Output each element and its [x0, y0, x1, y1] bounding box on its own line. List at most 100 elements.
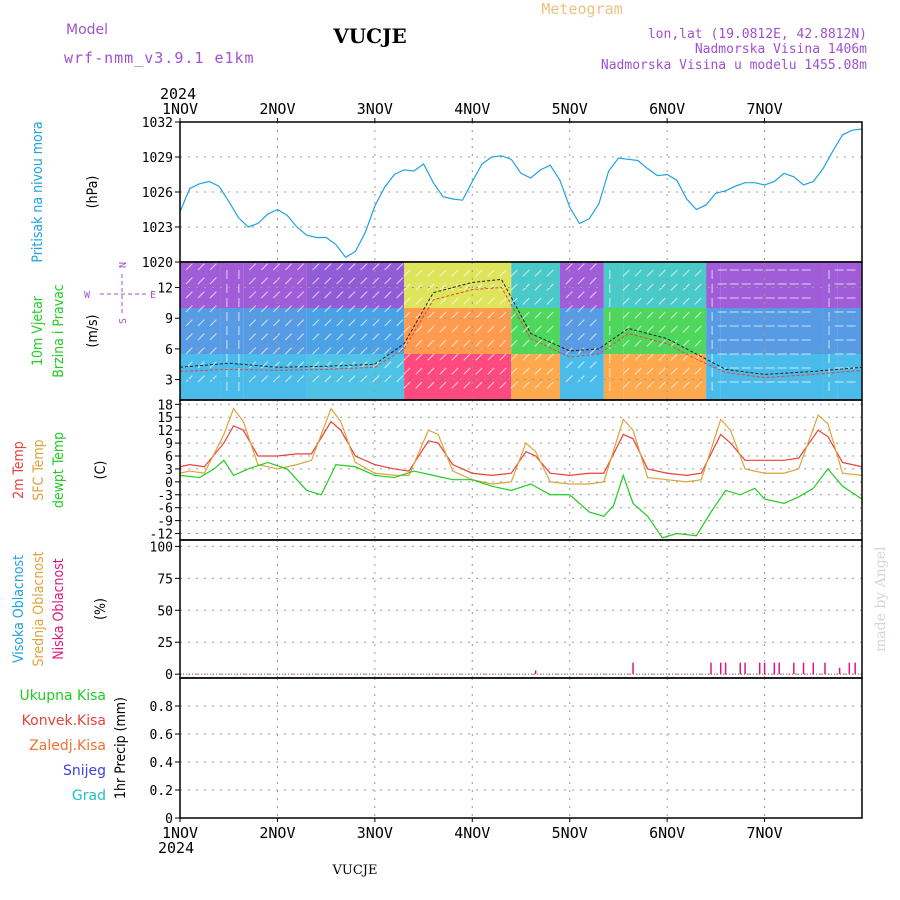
y-tick-label: 12 — [157, 282, 173, 297]
y-axis-label: Brzina i Pravac — [51, 284, 67, 378]
wind-band — [180, 308, 221, 354]
wind-arrow — [284, 291, 293, 299]
wind-arrow — [360, 263, 368, 271]
wind-arrow — [396, 333, 404, 341]
wind-arrow — [439, 381, 447, 389]
wind-arrow — [185, 277, 193, 285]
lonlat-text: lon,lat (19.0812E, 42.8812N) — [648, 27, 867, 42]
wind-arrow — [487, 325, 495, 333]
wind-arrow — [272, 305, 281, 313]
wind-band — [559, 354, 604, 400]
wind-arrow — [248, 333, 257, 341]
wind-arrow — [197, 263, 205, 271]
wind-arrow — [360, 305, 368, 313]
wind-arrow — [427, 311, 435, 319]
wind-arrow — [646, 353, 654, 361]
wind-arrow — [658, 269, 666, 277]
wind-arrow — [510, 269, 518, 277]
wind-arrow — [589, 319, 597, 327]
wind-arrow — [670, 353, 678, 361]
wind-arrow — [646, 325, 654, 333]
wind-arrow — [577, 333, 585, 341]
wind-arrow — [622, 269, 630, 277]
panel-wind: 3 6 9 12 10m Vjetar Brzina i Pravac (m/s) — [30, 261, 863, 401]
wind-arrow — [209, 263, 217, 271]
wind-arrow — [185, 291, 193, 299]
wind-arrow — [499, 381, 507, 389]
wind-arrow — [487, 311, 495, 319]
wind-arrow — [372, 375, 380, 383]
precip-legend-item: Konvek.Kisa — [22, 713, 106, 729]
wind-arrow — [475, 353, 483, 361]
key-n: N — [118, 262, 129, 268]
wind-band — [837, 308, 862, 354]
wind-arrow — [415, 297, 423, 305]
y-axis-label: Niska Oblacnost — [51, 558, 67, 660]
wind-band — [837, 354, 862, 400]
y-tick-label: 1032 — [142, 116, 173, 131]
wind-arrow — [589, 263, 597, 271]
wind-arrow — [415, 325, 423, 333]
panel-frame — [179, 677, 863, 819]
wind-arrow — [272, 347, 281, 355]
wind-band — [706, 308, 721, 354]
wind-arrow — [589, 305, 597, 313]
wind-arrow — [197, 291, 205, 299]
wind-arrow — [499, 269, 507, 277]
wind-arrow — [348, 347, 356, 355]
wind-arrow — [324, 361, 332, 369]
wind-arrow — [487, 339, 495, 347]
panel-precip: 0 0.2 0.4 0.6 0.8 1hr Precip (mm) Ukupna Kisa K… — [19, 677, 863, 827]
x-axis: 1NOV 1NOV 2NOV 2NOV 3NOV 3NOV 4NOV 4NOV 5NOV 5NOV… — [162, 100, 783, 842]
wind-arrow — [372, 333, 380, 341]
wind-arrow — [197, 305, 205, 313]
wind-arrow — [475, 269, 483, 277]
wind-arrow — [546, 367, 554, 375]
y-tick-label: 0 — [165, 668, 173, 683]
wind-arrow — [682, 283, 690, 291]
wind-arrow — [415, 381, 423, 389]
wind-arrow — [646, 283, 654, 291]
wind-band — [823, 308, 838, 354]
wind-arrow — [403, 269, 411, 277]
wind-arrow — [634, 297, 642, 305]
wind-arrow — [646, 339, 654, 347]
wind-arrow — [272, 361, 281, 369]
wind-arrow — [694, 325, 702, 333]
y-tick-label: 3 — [165, 463, 173, 478]
wind-arrow — [272, 319, 281, 327]
wind-arrow — [360, 375, 368, 383]
wind-arrow — [463, 339, 471, 347]
wind-arrow — [577, 375, 585, 383]
wind-arrow — [475, 311, 483, 319]
wind-arrow — [534, 367, 542, 375]
y-tick-label: 1026 — [142, 186, 173, 201]
wind-arrow — [546, 311, 554, 319]
series-line — [179, 128, 863, 259]
panel-frame — [179, 539, 863, 679]
wind-arrow — [546, 353, 554, 361]
wind-arrow — [475, 325, 483, 333]
wind-arrow — [622, 325, 630, 333]
y-tick-label: 9 — [165, 437, 173, 452]
wind-arrow — [372, 305, 380, 313]
wind-arrow — [565, 277, 573, 285]
x-tick-label-top: 3NOV — [357, 100, 393, 118]
wind-arrow — [589, 375, 597, 383]
wind-arrow — [658, 367, 666, 375]
wind-arrow — [272, 333, 281, 341]
wind-arrow — [646, 269, 654, 277]
wind-arrow — [324, 333, 332, 341]
wind-arrow — [209, 305, 217, 313]
wind-band — [603, 262, 624, 308]
wind-arrow — [197, 361, 205, 369]
key-e: E — [150, 290, 156, 301]
wind-arrow — [197, 375, 205, 383]
wind-arrow — [682, 269, 690, 277]
wind-arrow — [272, 277, 281, 285]
wind-arrow — [577, 361, 585, 369]
y-axis-label: (C) — [93, 461, 109, 480]
wind-arrow — [185, 305, 193, 313]
wind-arrow — [565, 305, 573, 313]
wind-arrow — [463, 325, 471, 333]
